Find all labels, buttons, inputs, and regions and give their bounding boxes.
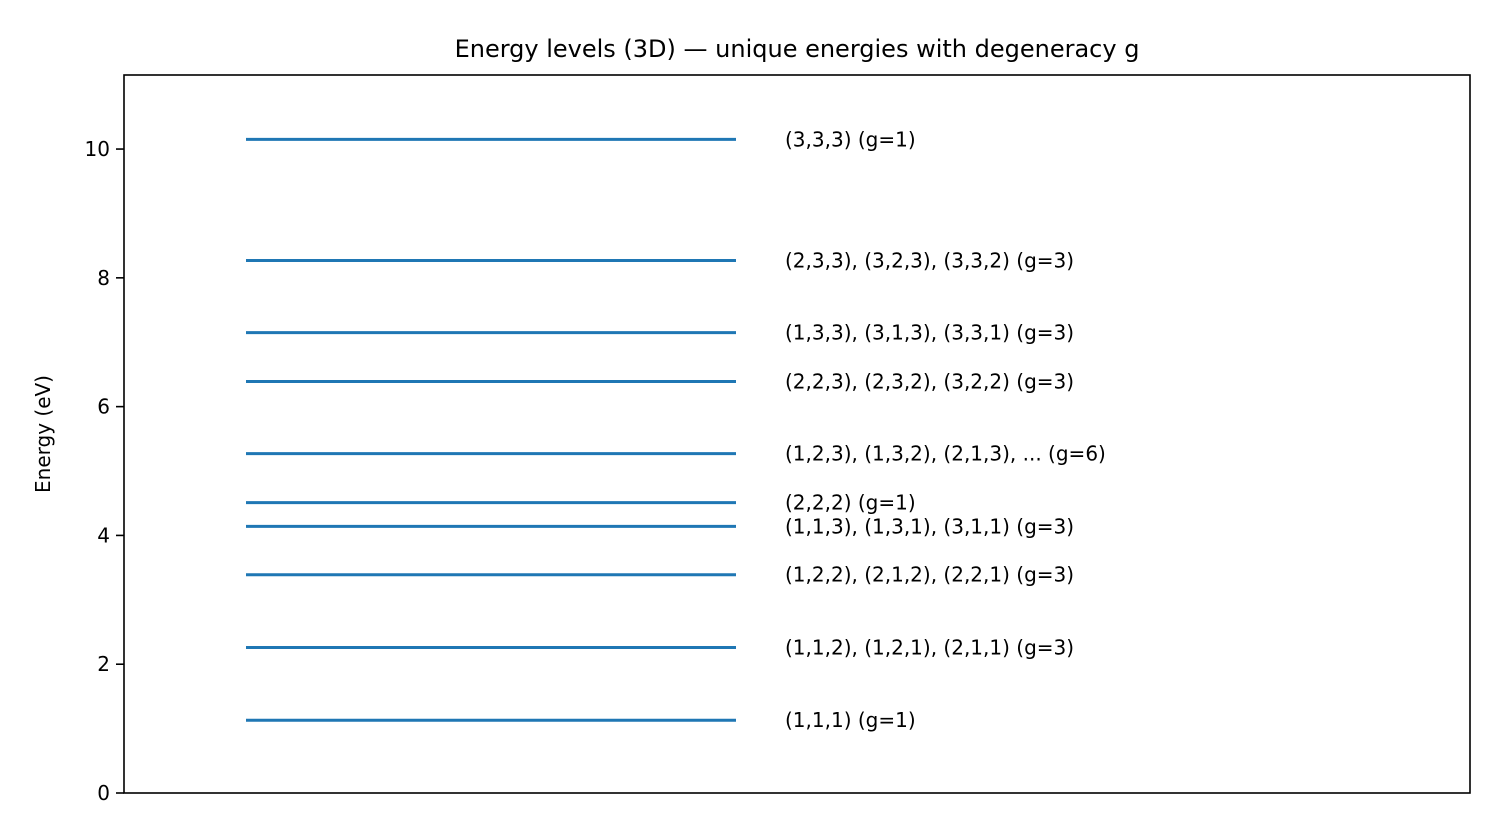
y-axis-label-group: Energy (eV)	[31, 375, 55, 493]
energy-level-label: (3,3,3) (g=1)	[785, 127, 916, 151]
energy-level-label: (1,3,3), (3,1,3), (3,3,1) (g=3)	[785, 321, 1074, 345]
y-tick-label: 10	[85, 137, 110, 161]
energy-level-label: (1,1,3), (1,3,1), (3,1,1) (g=3)	[785, 514, 1074, 538]
energy-level-label: (1,2,2), (2,1,2), (2,2,1) (g=3)	[785, 563, 1074, 587]
y-tick-label: 8	[97, 266, 110, 290]
y-tick-label: 2	[97, 652, 110, 676]
energy-level-label: (1,1,2), (1,2,1), (2,1,1) (g=3)	[785, 635, 1074, 659]
y-axis-label: Energy (eV)	[31, 375, 55, 493]
y-tick-label: 4	[97, 523, 110, 547]
y-axis-ticks: 0 2 4 6 8 10	[85, 137, 124, 805]
plot-frame	[123, 74, 1471, 794]
energy-level-label: (2,3,3), (3,2,3), (3,3,2) (g=3)	[785, 248, 1074, 272]
chart-title: Energy levels (3D) — unique energies wit…	[455, 35, 1140, 63]
energy-level-label: (1,1,1) (g=1)	[785, 708, 916, 732]
energy-level-label: (1,2,3), (1,3,2), (2,1,3), ... (g=6)	[785, 442, 1106, 466]
energy-level-label: (2,2,2) (g=1)	[785, 491, 916, 515]
energy-levels: (1,1,1) (g=1) (1,1,2), (1,2,1), (2,1,1) (…	[246, 127, 1106, 732]
y-tick-label: 0	[97, 781, 110, 805]
energy-level-label: (2,2,3), (2,3,2), (3,2,2) (g=3)	[785, 370, 1074, 394]
y-tick-label: 6	[97, 395, 110, 419]
